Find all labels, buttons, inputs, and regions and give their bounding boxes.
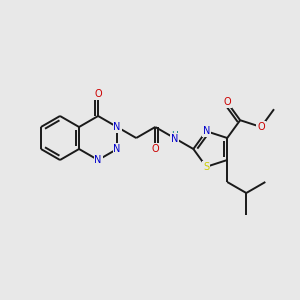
Text: N: N xyxy=(113,144,121,154)
Text: N: N xyxy=(202,126,210,136)
Text: O: O xyxy=(224,98,231,107)
Text: N: N xyxy=(113,122,121,132)
Text: H: H xyxy=(171,130,178,140)
Text: O: O xyxy=(152,144,159,154)
Text: O: O xyxy=(257,122,265,132)
Text: O: O xyxy=(94,89,102,99)
Text: N: N xyxy=(171,134,178,144)
Text: S: S xyxy=(203,162,209,172)
Text: N: N xyxy=(94,155,102,165)
